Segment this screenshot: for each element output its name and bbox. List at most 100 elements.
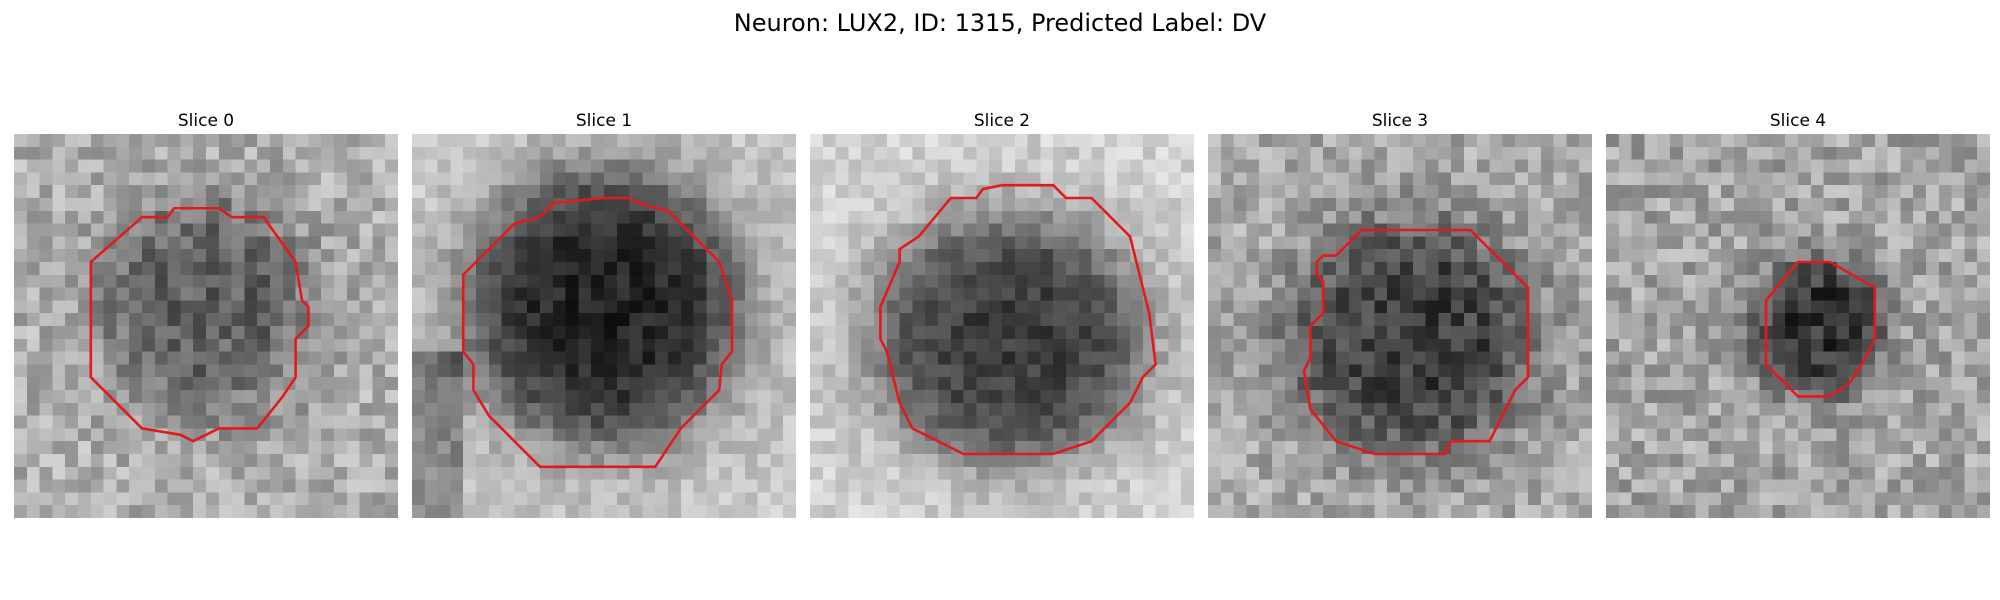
image-pixel bbox=[14, 262, 28, 276]
image-pixel bbox=[1836, 287, 1850, 301]
image-pixel bbox=[1091, 287, 1105, 301]
image-pixel bbox=[655, 326, 669, 340]
image-pixel bbox=[899, 351, 913, 365]
image-pixel bbox=[1977, 326, 1990, 340]
image-pixel bbox=[1721, 249, 1735, 263]
image-pixel bbox=[886, 146, 901, 161]
image-pixel bbox=[154, 223, 169, 237]
image-pixel bbox=[1926, 454, 1940, 468]
image-pixel bbox=[501, 134, 515, 148]
image-pixel bbox=[1566, 172, 1580, 186]
image-pixel bbox=[1438, 313, 1452, 327]
image-pixel bbox=[1951, 505, 1965, 518]
image-pixel bbox=[1566, 223, 1580, 237]
image-pixel bbox=[1489, 198, 1503, 212]
image-pixel bbox=[1233, 287, 1247, 301]
image-pixel bbox=[680, 198, 695, 212]
image-pixel bbox=[1053, 300, 1067, 314]
image-pixel bbox=[1130, 479, 1144, 493]
image-pixel bbox=[835, 159, 849, 173]
image-pixel bbox=[680, 479, 695, 493]
image-pixel bbox=[1400, 377, 1414, 391]
image-pixel bbox=[1913, 300, 1927, 314]
image-pixel bbox=[899, 185, 913, 199]
image-pixel bbox=[925, 441, 939, 455]
image-pixel bbox=[925, 402, 939, 417]
image-pixel bbox=[142, 134, 156, 148]
image-pixel bbox=[167, 287, 181, 301]
image-pixel bbox=[244, 236, 258, 250]
image-pixel bbox=[1695, 415, 1709, 429]
image-pixel bbox=[1336, 172, 1350, 186]
image-pixel bbox=[1323, 198, 1337, 212]
image-pixel bbox=[950, 505, 965, 518]
image-pixel bbox=[1926, 236, 1940, 250]
image-pixel bbox=[655, 159, 669, 173]
image-pixel bbox=[1772, 159, 1786, 173]
image-pixel bbox=[1798, 505, 1812, 518]
image-pixel bbox=[103, 146, 117, 161]
image-pixel bbox=[1926, 492, 1940, 506]
image-pixel bbox=[655, 185, 669, 199]
image-pixel bbox=[1708, 249, 1722, 263]
image-pixel bbox=[1670, 287, 1684, 301]
image-pixel bbox=[514, 236, 528, 250]
image-pixel bbox=[154, 313, 169, 327]
image-pixel bbox=[1566, 377, 1580, 391]
image-pixel bbox=[1027, 287, 1041, 301]
image-pixel bbox=[1900, 505, 1914, 518]
image-pixel bbox=[1002, 364, 1016, 378]
image-pixel bbox=[1977, 505, 1990, 518]
image-pixel bbox=[270, 146, 284, 161]
image-pixel bbox=[90, 466, 105, 481]
image-pixel bbox=[1438, 377, 1452, 391]
image-pixel bbox=[1476, 146, 1491, 161]
image-pixel bbox=[822, 338, 837, 353]
image-pixel bbox=[744, 338, 759, 353]
image-pixel bbox=[1336, 326, 1350, 340]
image-pixel bbox=[1066, 274, 1080, 289]
image-pixel bbox=[1155, 364, 1169, 378]
image-pixel bbox=[706, 326, 720, 340]
image-pixel bbox=[1272, 428, 1286, 442]
image-pixel bbox=[1938, 466, 1953, 481]
image-pixel bbox=[1708, 390, 1722, 404]
image-pixel bbox=[1913, 326, 1927, 340]
image-pixel bbox=[1849, 338, 1863, 353]
image-pixel bbox=[1387, 185, 1401, 199]
image-pixel bbox=[719, 377, 733, 391]
image-pixel bbox=[26, 492, 41, 506]
image-pixel bbox=[1117, 262, 1131, 276]
image-pixel bbox=[1964, 262, 1978, 276]
image-pixel bbox=[591, 479, 605, 493]
image-pixel bbox=[1631, 172, 1645, 186]
image-pixel bbox=[1528, 492, 1542, 506]
image-pixel bbox=[1284, 146, 1299, 161]
image-pixel bbox=[1798, 223, 1812, 237]
image-pixel bbox=[1091, 479, 1105, 493]
image-pixel bbox=[437, 402, 451, 417]
image-pixel bbox=[334, 351, 348, 365]
image-pixel bbox=[744, 326, 759, 340]
image-pixel bbox=[719, 505, 733, 518]
image-pixel bbox=[540, 402, 554, 417]
image-pixel bbox=[1887, 300, 1901, 314]
image-pixel bbox=[1014, 249, 1029, 263]
image-pixel bbox=[1464, 300, 1478, 314]
image-pixel bbox=[270, 287, 284, 301]
image-pixel bbox=[1606, 505, 1620, 518]
image-pixel bbox=[950, 223, 965, 237]
image-pixel bbox=[770, 505, 784, 518]
image-pixel bbox=[1708, 377, 1722, 391]
image-pixel bbox=[282, 402, 297, 417]
image-pixel bbox=[103, 287, 117, 301]
image-pixel bbox=[989, 338, 1003, 353]
image-pixel bbox=[822, 492, 837, 506]
image-pixel bbox=[359, 326, 373, 340]
image-pixel bbox=[1464, 505, 1478, 518]
image-pixel bbox=[1721, 210, 1735, 225]
image-pixel bbox=[116, 198, 130, 212]
image-pixel bbox=[1297, 428, 1311, 442]
image-pixel bbox=[810, 326, 824, 340]
image-pixel bbox=[1489, 505, 1503, 518]
